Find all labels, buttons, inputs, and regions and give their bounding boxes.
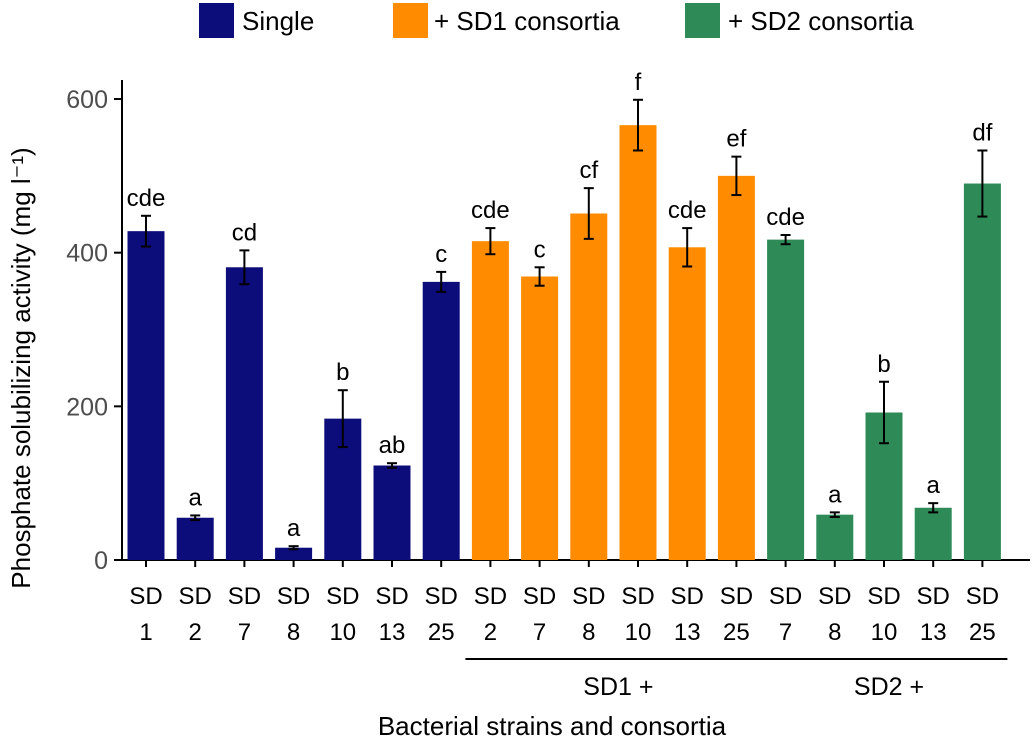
x-tick-label: 7 <box>238 619 251 646</box>
bar <box>275 547 313 560</box>
x-tick-label: 25 <box>969 619 996 646</box>
x-tick-label: SD <box>277 583 310 610</box>
x-axis-category-labels: SD 1 SD 2 SD 7 SD 8 SD 10 SD 13 SD 25 SD 2 SD 7 SD 8 SD 10 SD 1… <box>129 560 999 646</box>
bar <box>373 465 411 560</box>
x-tick-label: SD <box>867 583 900 610</box>
x-tick-label: SD <box>179 583 212 610</box>
x-tick-label: 25 <box>428 619 455 646</box>
significance-label: cde <box>668 197 707 224</box>
significance-label: cde <box>471 197 510 224</box>
significance-label: a <box>189 484 203 511</box>
x-tick-label: SD <box>425 583 458 610</box>
x-tick-label: SD <box>228 583 261 610</box>
significance-label: a <box>287 515 301 542</box>
x-tick-label: 8 <box>287 619 300 646</box>
significance-label: ab <box>379 432 406 459</box>
bar <box>471 241 509 560</box>
x-tick-label: 10 <box>871 619 898 646</box>
x-tick-label: SD <box>129 583 162 610</box>
bar <box>619 125 657 560</box>
significance-label: ef <box>726 126 746 153</box>
x-axis-title: Bacterial strains and consortia <box>378 711 727 741</box>
legend-label: Single <box>242 6 314 36</box>
significance-label: cde <box>766 204 805 231</box>
bar <box>176 517 214 560</box>
error-bars <box>141 98 988 551</box>
x-tick-label: 25 <box>723 619 750 646</box>
x-tick-label: SD <box>818 583 851 610</box>
bar <box>963 183 1001 560</box>
x-tick-label: SD <box>326 583 359 610</box>
x-tick-label: 10 <box>625 619 652 646</box>
bar <box>816 514 854 560</box>
legend: Single + SD1 consortia + SD2 consortia <box>199 3 914 38</box>
significance-label: df <box>972 119 992 146</box>
bar <box>668 247 706 561</box>
x-tick-label: 2 <box>189 619 202 646</box>
legend-label: + SD2 consortia <box>728 6 914 36</box>
x-tick-label: 8 <box>582 619 595 646</box>
x-tick-label: SD <box>523 583 556 610</box>
legend-swatch <box>685 3 720 38</box>
bar <box>717 175 755 560</box>
significance-label: b <box>336 359 349 386</box>
y-axis-title: Phosphate solubilizing activity (mg l⁻¹) <box>6 147 36 588</box>
x-tick-label: SD <box>917 583 950 610</box>
y-tick-label: 600 <box>66 86 108 114</box>
x-tick-label: 13 <box>379 619 406 646</box>
bar <box>767 239 805 560</box>
bar <box>127 231 165 560</box>
y-axis-ticks: 0 200 400 600 <box>66 86 122 575</box>
x-tick-label: 13 <box>920 619 947 646</box>
significance-label: a <box>828 481 842 508</box>
y-tick-label: 200 <box>66 393 108 421</box>
significance-label: cf <box>579 157 598 184</box>
x-tick-label: 13 <box>674 619 701 646</box>
bars <box>127 125 1001 561</box>
group-brackets: SD1 + SD2 + <box>465 658 1008 701</box>
y-tick-label: 400 <box>66 240 108 268</box>
significance-label: a <box>927 472 941 499</box>
x-tick-label: SD <box>671 583 704 610</box>
x-tick-label: 10 <box>329 619 356 646</box>
significance-label: cd <box>232 219 257 246</box>
x-tick-label: SD <box>769 583 802 610</box>
group-label: SD2 + <box>854 673 924 701</box>
x-tick-label: 7 <box>533 619 546 646</box>
legend-label: + SD1 consortia <box>434 6 620 36</box>
bar <box>914 507 952 560</box>
significance-label: b <box>877 351 890 378</box>
bar <box>521 276 559 560</box>
x-tick-label: SD <box>474 583 507 610</box>
significance-label: c <box>534 236 546 263</box>
group-label: SD1 + <box>583 673 653 701</box>
x-tick-label: SD <box>621 583 654 610</box>
legend-swatch <box>199 3 234 38</box>
x-tick-label: 2 <box>484 619 497 646</box>
y-tick-label: 0 <box>94 547 108 575</box>
bar <box>422 281 460 560</box>
x-tick-label: 1 <box>139 619 152 646</box>
x-tick-label: SD <box>720 583 753 610</box>
x-tick-label: 7 <box>779 619 792 646</box>
legend-swatch <box>393 3 428 38</box>
bar <box>570 213 608 560</box>
x-tick-label: SD <box>966 583 999 610</box>
significance-label: cde <box>127 185 166 212</box>
significance-label: f <box>635 69 642 96</box>
bar <box>225 267 263 560</box>
x-tick-label: 8 <box>828 619 841 646</box>
x-tick-label: SD <box>375 583 408 610</box>
x-tick-label: SD <box>572 583 605 610</box>
significance-label: c <box>435 241 447 268</box>
